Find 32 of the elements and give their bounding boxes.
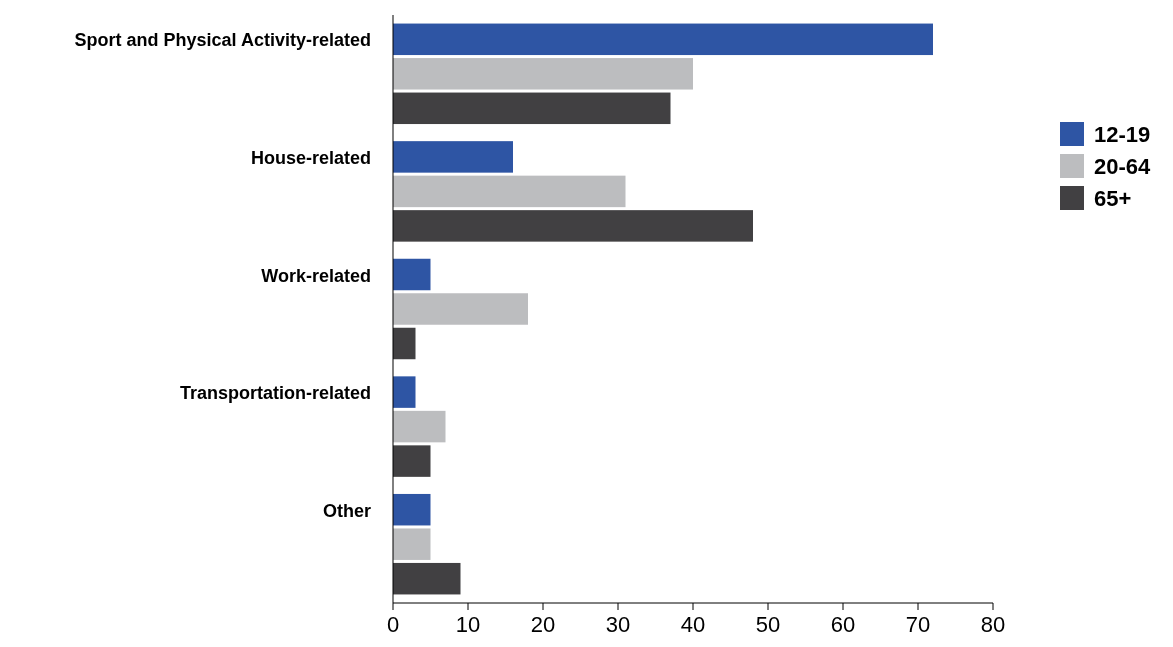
x-tick-label: 30 (605, 612, 631, 637)
bar (393, 327, 416, 360)
bar (393, 445, 431, 477)
x-tick-label: 70 (905, 612, 931, 637)
x-tick-label: 0 (386, 612, 400, 637)
bar (393, 493, 431, 526)
y-tick-label: Work-related (261, 265, 371, 286)
bar (393, 210, 753, 242)
x-tick-label: 50 (755, 612, 781, 637)
x-tick-label: 20 (530, 612, 556, 637)
legend-label: 20-64 (1094, 154, 1152, 179)
legend-label: 12-19 (1094, 122, 1151, 147)
y-tick-label: Transportation-related (179, 383, 371, 404)
y-tick-label: House-related (250, 147, 371, 168)
y-tick-label: Sport and Physical Activity-related (74, 30, 371, 51)
x-tick-label: 80 (980, 612, 1006, 637)
bar (393, 92, 671, 125)
bar (393, 410, 446, 443)
bar (393, 58, 693, 90)
bar (393, 258, 431, 291)
bar (393, 23, 933, 56)
bar (393, 175, 626, 208)
bar (393, 376, 416, 408)
bar (393, 141, 513, 173)
x-tick-label: 10 (455, 612, 481, 637)
y-tick-label: Other (322, 500, 371, 521)
bar (393, 562, 461, 595)
x-tick-label: 40 (680, 612, 706, 637)
bar (393, 293, 528, 325)
legend-label: 65+ (1094, 186, 1132, 211)
bar (393, 528, 431, 560)
x-tick-label: 60 (830, 612, 856, 637)
